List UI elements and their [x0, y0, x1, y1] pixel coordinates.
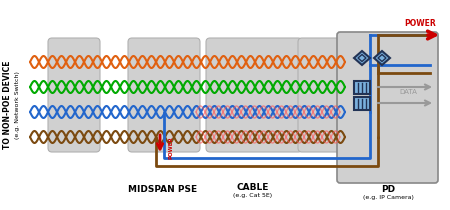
Bar: [354, 80, 370, 93]
Text: (e.g. Cat 5E): (e.g. Cat 5E): [234, 193, 273, 198]
Text: POWER: POWER: [404, 19, 436, 28]
Text: DATA: DATA: [399, 89, 417, 95]
FancyBboxPatch shape: [48, 38, 100, 152]
Text: CABLE: CABLE: [237, 184, 269, 193]
FancyBboxPatch shape: [206, 38, 302, 152]
Text: POWER: POWER: [168, 137, 173, 159]
Text: TO NON-POE DEVICE: TO NON-POE DEVICE: [3, 61, 12, 149]
Text: (e.g. IP Camera): (e.g. IP Camera): [363, 196, 414, 201]
Text: MIDSPAN PSE: MIDSPAN PSE: [128, 185, 198, 194]
Bar: [354, 97, 370, 109]
Polygon shape: [354, 51, 370, 65]
Polygon shape: [374, 51, 390, 65]
FancyBboxPatch shape: [128, 38, 200, 152]
Text: PD: PD: [381, 185, 395, 194]
FancyBboxPatch shape: [298, 38, 346, 152]
FancyBboxPatch shape: [337, 32, 438, 183]
Text: (e.g. Network Switch): (e.g. Network Switch): [14, 71, 19, 139]
